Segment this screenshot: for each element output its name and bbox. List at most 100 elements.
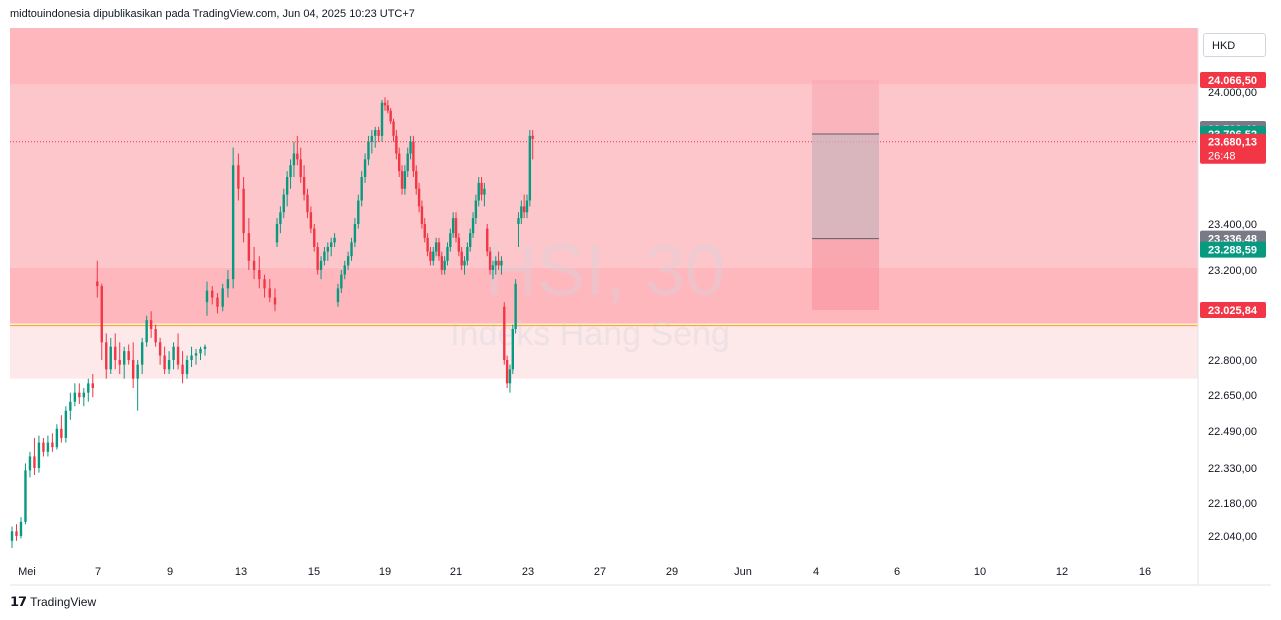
candle-body	[440, 256, 443, 270]
price-label-box	[1200, 302, 1266, 318]
x-tick-label: 10	[974, 566, 986, 578]
candle-body	[443, 260, 446, 270]
candle-body	[483, 188, 486, 195]
y-tick-label: 22.180,00	[1208, 498, 1257, 510]
candle-body	[469, 233, 472, 247]
candle-body	[136, 364, 139, 379]
x-tick-label: 4	[813, 566, 819, 578]
candle-body	[398, 153, 401, 172]
currency-selector[interactable]: HKD	[1203, 33, 1266, 57]
footer-brand-label: TradingView	[30, 595, 97, 609]
candle-body	[367, 141, 370, 160]
candle-body	[514, 283, 517, 330]
price-label-box	[1200, 72, 1266, 88]
candle-body	[306, 194, 309, 213]
candle-body	[522, 206, 526, 213]
price-label: 23.288,59	[1208, 245, 1257, 257]
x-tick-label: 21	[450, 566, 462, 578]
candle-body	[78, 392, 81, 398]
watermark-symbol: HSI, 30	[485, 231, 725, 311]
candle-body	[226, 279, 230, 289]
watermark-layer: HSI, 30 Indeks Hang Seng	[450, 231, 730, 353]
candle-body	[221, 288, 224, 307]
candle-body	[313, 228, 316, 247]
candle-body	[383, 102, 387, 106]
candle-body	[24, 470, 27, 522]
candle-body	[199, 348, 202, 354]
candle-body	[505, 360, 509, 384]
candle-body	[247, 233, 251, 261]
candle-body	[417, 188, 421, 207]
candle-body	[91, 383, 94, 388]
x-tick-label: Jun	[734, 566, 752, 578]
x-tick-label: 27	[594, 566, 606, 578]
candle-body	[340, 274, 343, 289]
candle-body	[205, 290, 209, 303]
candle-body	[96, 281, 99, 287]
y-tick-label: 22.650,00	[1208, 390, 1257, 402]
candle-body	[292, 153, 296, 166]
candle-body	[370, 135, 374, 142]
candle-body	[64, 410, 68, 438]
candle-body	[326, 247, 330, 252]
candle-body	[432, 251, 435, 261]
candle-body	[131, 360, 135, 379]
candle-body	[87, 383, 90, 393]
candle-body	[360, 177, 363, 201]
candle-body	[158, 342, 162, 356]
x-tick-label: 12	[1056, 566, 1068, 578]
candle-body	[109, 346, 112, 370]
price-label: 23.680,13	[1208, 137, 1257, 149]
candle-body	[316, 247, 319, 270]
countdown-label: 26:48	[1208, 151, 1236, 163]
candle-body	[231, 165, 235, 280]
candle-body	[420, 206, 424, 224]
price-label-box	[1200, 241, 1266, 258]
candle-body	[15, 531, 18, 536]
x-tick-label: 7	[95, 566, 101, 578]
candle-body	[363, 159, 367, 178]
candle-body	[37, 442, 41, 468]
candle-body	[282, 194, 285, 213]
candle-body	[279, 212, 282, 224]
candle-body	[471, 218, 475, 234]
x-tick-label: 19	[379, 566, 391, 578]
footer-brand[interactable]: 𝟭𝟳 TradingView	[10, 594, 96, 610]
candle-body	[350, 242, 353, 257]
x-tick-label: 9	[167, 566, 173, 578]
candle-body	[494, 260, 497, 266]
candle-body	[149, 320, 153, 330]
candle-body	[426, 237, 429, 252]
candle-body	[449, 233, 452, 247]
candle-body	[268, 288, 271, 298]
candle-body	[275, 224, 279, 243]
candle-body	[333, 237, 336, 243]
zone-band	[10, 323, 1198, 379]
candle-body	[181, 364, 184, 374]
y-tick-label: 22.040,00	[1208, 531, 1257, 543]
candle-body	[412, 141, 415, 172]
candle-body	[403, 171, 407, 189]
candle-body	[190, 355, 193, 360]
position-loss-zone	[812, 238, 879, 310]
zone-band	[10, 84, 1198, 268]
candle-body	[172, 346, 175, 360]
candle-body	[531, 135, 534, 139]
candle-body	[82, 392, 86, 398]
position-profit-zone	[812, 80, 879, 239]
candle-body	[55, 428, 59, 448]
candle-body	[437, 242, 441, 257]
candle-body	[434, 242, 438, 252]
x-tick-label: 6	[894, 566, 900, 578]
candle-body	[167, 360, 171, 370]
candle-body	[258, 270, 261, 280]
candle-body	[389, 110, 392, 122]
candle-body	[28, 456, 32, 471]
candle-body	[127, 351, 130, 360]
candle-body	[480, 182, 483, 195]
candle-body	[380, 102, 384, 136]
candle-body	[145, 320, 148, 343]
publisher-line: midtouindonesia dipublikasikan pada Trad…	[10, 8, 415, 20]
candle-body	[46, 442, 50, 452]
